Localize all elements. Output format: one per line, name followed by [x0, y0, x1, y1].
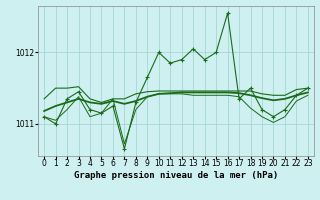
X-axis label: Graphe pression niveau de la mer (hPa): Graphe pression niveau de la mer (hPa): [74, 171, 278, 180]
